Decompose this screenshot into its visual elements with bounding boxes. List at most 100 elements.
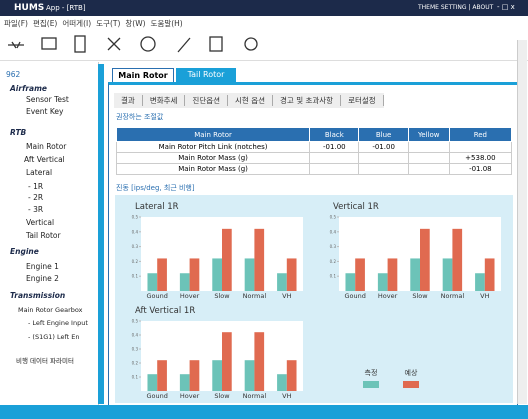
tree-item[interactable]: Transmission <box>10 291 66 300</box>
tree-item[interactable]: Airframe <box>10 84 47 93</box>
y-tick-label: 0.3 <box>330 244 337 249</box>
x-tick-label: Hover <box>378 292 398 300</box>
tree-item[interactable]: - 2R <box>28 193 44 202</box>
splitter[interactable] <box>98 64 104 404</box>
tree-item[interactable]: 비행 데이터 파라미터 <box>16 357 74 365</box>
y-tick-label: 0.1 <box>132 274 139 279</box>
x-tick-label: Slow <box>214 292 230 300</box>
subtab[interactable]: 결과 <box>114 95 143 106</box>
bar <box>189 258 200 291</box>
menu-item[interactable]: 도구(T) <box>96 19 121 28</box>
bar <box>222 228 232 291</box>
x-tick-label: VH <box>282 392 291 400</box>
subtab-bar: 결과 변화추세 진단옵션 시현 옵션 경고 및 초과사항 로터설정 <box>114 93 384 108</box>
legend-label: 측정 <box>365 368 378 377</box>
menu-item[interactable]: 창(W) <box>125 19 146 28</box>
legend-swatch <box>363 381 379 388</box>
icon-refresh[interactable] <box>244 37 258 51</box>
bar <box>157 258 167 291</box>
bar <box>277 273 287 291</box>
tree-item[interactable]: - (S1G1) Left En <box>28 333 80 341</box>
bar <box>410 258 420 291</box>
tree-item[interactable]: Tail Rotor <box>26 231 61 240</box>
tree-item[interactable]: Sensor Test <box>26 95 69 104</box>
subtab[interactable]: 진단옵션 <box>185 95 229 106</box>
td <box>309 152 360 164</box>
x-tick-label: VH <box>282 292 291 300</box>
chart-title: Lateral 1R <box>135 202 179 212</box>
tree-item[interactable]: Main Rotor Gearbox <box>18 306 83 314</box>
tab-active[interactable]: Main Rotor <box>112 68 174 83</box>
icon-monitor[interactable] <box>41 37 57 50</box>
tree-item[interactable]: Engine <box>10 247 39 256</box>
bar <box>212 258 222 291</box>
x-tick-label: Normal <box>243 392 267 400</box>
td <box>407 141 450 153</box>
tree-item[interactable]: Main Rotor <box>26 142 67 151</box>
tree-item[interactable]: Vertical <box>26 218 55 227</box>
header-links[interactable]: THEME SETTING | ABOUT <box>418 4 494 11</box>
td <box>358 152 409 164</box>
td: -01.00 <box>309 141 360 153</box>
tree-item[interactable]: Engine 2 <box>26 274 59 283</box>
td: Main Rotor Mass (g) <box>115 152 311 164</box>
subtab[interactable]: 변화추세 <box>143 95 186 106</box>
y-tick-label: 0.4 <box>132 333 139 338</box>
icon-heli[interactable] <box>8 41 24 49</box>
window-controls[interactable]: - □ x <box>497 3 515 11</box>
subtab[interactable]: 시현 옵션 <box>228 95 274 106</box>
tree-item[interactable]: Aft Vertical <box>24 155 65 164</box>
x-tick-label: Gound <box>147 292 168 300</box>
bar <box>179 374 190 391</box>
th: Blue <box>358 127 409 142</box>
section-title: 진동 [ips/deg, 최근 비행] <box>116 184 195 192</box>
icon-file[interactable] <box>209 36 223 52</box>
x-tick-label: Slow <box>412 292 428 300</box>
icon-doc[interactable] <box>74 35 86 53</box>
chart-area: Lateral 1R 0.1 0.2 0.3 0.4 0.5 Gound Hover Slow N… <box>115 195 513 403</box>
bar <box>277 374 287 391</box>
bar <box>222 332 232 391</box>
td <box>448 141 513 153</box>
bar <box>475 273 485 291</box>
scrollbar[interactable] <box>517 40 527 404</box>
y-tick-label: 0.4 <box>330 229 337 234</box>
td: Main Rotor Pitch Link (notches) <box>115 141 311 153</box>
tree-item[interactable]: - Left Engine Input <box>28 319 88 327</box>
bar <box>179 273 190 291</box>
app-title: App - [RTB] <box>46 4 86 12</box>
tree-item[interactable]: Engine 1 <box>26 262 59 271</box>
bar <box>484 258 495 291</box>
menu-item[interactable]: 도움말(H) <box>150 19 183 28</box>
section-title: 권장하는 조절값 <box>116 113 164 121</box>
icon-pen[interactable] <box>177 37 191 53</box>
y-tick-label: 0.3 <box>132 244 139 249</box>
tree-item[interactable]: - 1R <box>28 182 44 191</box>
tree-item[interactable]: Lateral <box>26 168 53 177</box>
tree-item[interactable]: 962 <box>6 70 21 79</box>
toolbar-icons <box>8 35 258 53</box>
icon-tools[interactable] <box>107 37 121 51</box>
subtab[interactable]: 로터설정 <box>341 95 384 106</box>
bar <box>420 228 430 291</box>
subtab[interactable]: 경고 및 초과사항 <box>273 95 342 106</box>
td: -01.00 <box>358 141 409 153</box>
bar <box>377 273 388 291</box>
app-name: HUMS <box>14 3 45 13</box>
y-tick-label: 0.1 <box>132 375 139 380</box>
bar <box>212 360 222 391</box>
tab[interactable]: Tail Rotor <box>176 68 236 82</box>
bar <box>355 258 365 291</box>
tree-item[interactable]: RTB <box>10 128 27 137</box>
bar <box>387 258 398 291</box>
y-tick-label: 0.5 <box>330 215 337 220</box>
icon-target[interactable] <box>140 36 156 52</box>
menu-item[interactable]: 파일(F) <box>4 19 28 28</box>
status-bar <box>0 405 528 419</box>
menu-item[interactable]: 어떠게(I) <box>62 19 92 28</box>
y-tick-label: 0.5 <box>132 319 139 324</box>
menu-item[interactable]: 편집(E) <box>32 19 58 28</box>
tree-item[interactable]: - 3R <box>28 205 44 214</box>
tree-item[interactable]: Event Key <box>26 107 64 116</box>
